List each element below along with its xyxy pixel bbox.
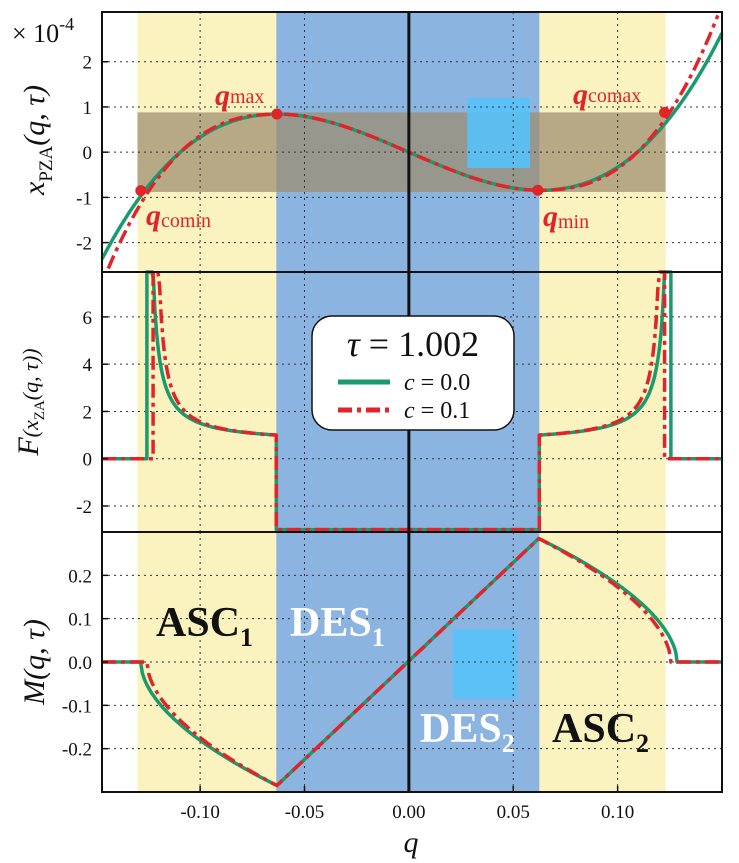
region-asc2-main: ASC	[552, 706, 636, 752]
middle-ylabel-inner: (x	[18, 420, 43, 437]
marker-min	[532, 184, 544, 196]
label-qmax-sub: max	[230, 86, 264, 108]
label-qcomax-main: q	[573, 78, 588, 111]
top-ylabel: xPZA(q, τ)	[18, 85, 57, 196]
label-qcomin: qcomin	[146, 199, 211, 232]
y-tick-label-0: -2	[76, 234, 92, 255]
legend-entry-c0-sym: c	[404, 370, 415, 396]
top-ylabel-main: x	[18, 181, 51, 196]
series-line-c1-top	[106, 14, 720, 270]
marker-max	[271, 108, 283, 120]
y-tick-label-1: 0	[83, 450, 93, 471]
y-tick-label-2: -0.2	[62, 740, 92, 761]
region-des2-sub: 2	[502, 729, 515, 758]
marker-comax	[659, 106, 671, 118]
y-tick-label-0: -1	[76, 188, 92, 209]
legend-entry-c1: c = 0.1	[404, 398, 470, 424]
legend-entry-c1-val: = 0.1	[421, 398, 471, 424]
region-des1-main: DES	[290, 600, 372, 646]
label-qmax: qmax	[215, 79, 264, 112]
annotations	[135, 106, 671, 197]
label-qmax-main: q	[215, 79, 230, 112]
top-multiplier-exp: -4	[59, 14, 74, 34]
bottom-ylabel: M(q, τ)	[18, 619, 51, 706]
legend-title-symbol: τ	[347, 324, 361, 364]
y-tick-label-1: -2	[76, 497, 92, 518]
label-qcomin-main: q	[146, 199, 161, 232]
marker-comin	[135, 185, 147, 197]
bottom-ylabel-args: (q, τ)	[18, 619, 51, 680]
middle-ylabel-inner-args: (q, τ))	[18, 348, 43, 400]
label-qmin: qmin	[543, 200, 589, 233]
y-tick-label-2: 0.1	[68, 610, 92, 631]
legend-box	[311, 315, 515, 431]
region-des1: DES1	[290, 600, 385, 652]
region-asc2-sub: 2	[636, 729, 649, 758]
legend-entry-c0-val: = 0.0	[421, 370, 471, 396]
region-des1-sub: 1	[372, 623, 385, 652]
label-qcomax-sub: comax	[588, 85, 641, 107]
region-asc1-sub: 1	[240, 623, 253, 652]
tick-labels: -2 -1 0 1 2 -2 0 2 4 6 -0.2 -0.1 0.0 0.1 0.2 -0.10 -0.05…	[62, 53, 634, 823]
top-multiplier: × 10-4	[12, 14, 74, 48]
x-tick-label: -0.05	[285, 802, 325, 823]
region-des2: DES2	[420, 706, 515, 758]
cyan-square-top	[467, 97, 530, 168]
legend-title: τ = 1.002	[347, 324, 479, 364]
y-tick-label-2: 0.0	[68, 653, 92, 674]
middle-ylabel-main: F	[12, 437, 45, 457]
region-asc1-main: ASC	[156, 600, 240, 646]
top-ylabel-args: (q, τ)	[18, 85, 51, 146]
legend-entry-c0: c = 0.0	[404, 370, 470, 396]
x-axis-label: q	[404, 826, 419, 859]
x-tick-label: -0.10	[180, 802, 220, 823]
y-tick-label-2: -0.1	[62, 696, 92, 717]
legend-title-value: = 1.002	[369, 324, 479, 364]
y-tick-label-1: 4	[83, 355, 93, 376]
bottom-ylabel-main: M	[18, 678, 51, 706]
label-qcomin-sub: comin	[161, 210, 211, 232]
legend-entry-c1-sym: c	[404, 398, 415, 424]
legend: τ = 1.002 c = 0.0 c = 0.1	[311, 315, 515, 431]
middle-ylabel: F(xZA(q, τ))	[12, 348, 48, 456]
series-line-c1-middle	[102, 270, 722, 532]
region-des2-main: DES	[420, 706, 502, 752]
top-ylabel-sub: PZA	[36, 145, 57, 181]
series-line-c1-bottom	[102, 536, 722, 788]
y-tick-label-1: 6	[83, 308, 93, 329]
label-qcomax: qcomax	[573, 78, 641, 111]
middle-ylabel-inner-sub: ZA	[32, 400, 48, 420]
label-qmin-sub: min	[558, 211, 589, 233]
label-qmin-main: q	[543, 200, 558, 233]
top-multiplier-base: × 10	[12, 19, 59, 48]
y-tick-label-0: 0	[83, 143, 93, 164]
x-tick-label: 0.05	[497, 802, 530, 823]
region-asc2: ASC2	[552, 706, 649, 758]
y-tick-label-0: 2	[83, 53, 93, 74]
y-tick-label-0: 1	[83, 98, 93, 119]
y-tick-label-2: 0.2	[68, 566, 92, 587]
y-tick-label-1: 2	[83, 402, 93, 423]
cyan-square-bottom	[452, 629, 518, 699]
x-tick-label: 0.10	[601, 802, 634, 823]
region-asc1: ASC1	[156, 600, 253, 652]
x-tick-label: 0.00	[392, 802, 425, 823]
